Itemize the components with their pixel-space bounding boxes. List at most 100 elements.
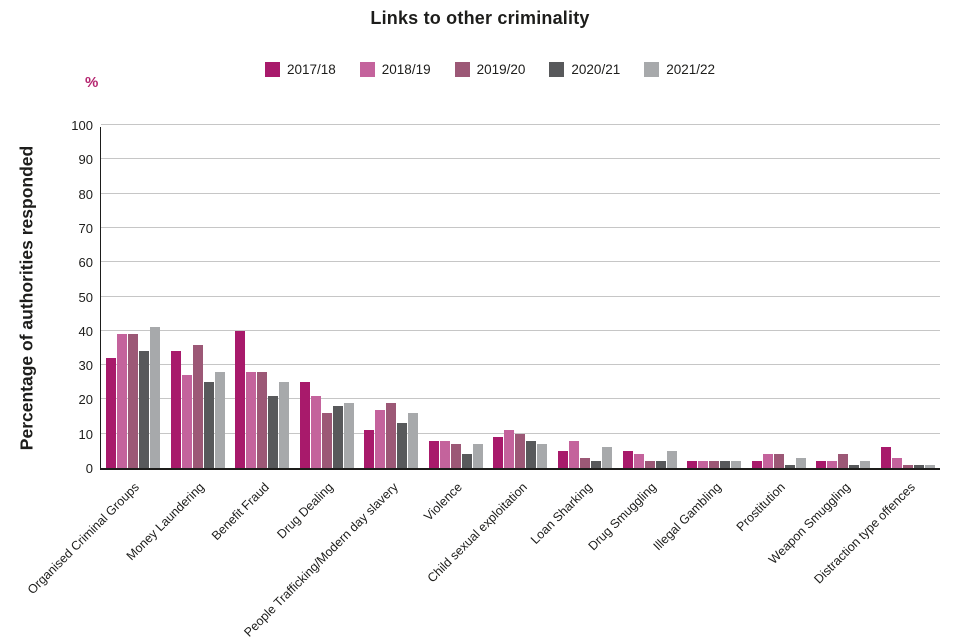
bar: [666, 450, 677, 468]
gridline: [101, 329, 940, 331]
bar: [128, 334, 139, 468]
bar: [214, 371, 225, 468]
bar: [450, 444, 461, 468]
legend-label: 2019/20: [476, 62, 526, 77]
y-tick-label: 70: [78, 220, 93, 236]
bar: [891, 457, 902, 468]
y-tick-label: 10: [78, 426, 93, 442]
legend-item-2018-19: 2018/19: [359, 62, 431, 77]
bar-group: [166, 127, 231, 468]
gridline: [101, 295, 940, 297]
bar: [397, 423, 408, 468]
y-tick-label: 90: [78, 152, 93, 168]
bar-group: [553, 127, 618, 468]
bar: [816, 461, 827, 468]
legend: 2017/18 2018/19 2019/20 2020/21 2021/22: [60, 62, 920, 77]
legend-item-2019-20: 2019/20: [454, 62, 526, 77]
bar: [924, 464, 935, 468]
bar: [150, 327, 161, 468]
bar: [321, 413, 332, 468]
x-tick-label: Drug Smuggling: [585, 480, 660, 554]
bar-group: [682, 127, 747, 468]
bar-group: [746, 127, 811, 468]
bar: [731, 461, 742, 468]
bar: [268, 395, 279, 468]
y-tick-label: 100: [71, 118, 93, 133]
bar: [720, 461, 731, 468]
x-tick-label: Illegal Gambling: [650, 480, 724, 554]
bar: [860, 461, 871, 468]
legend-swatch: [454, 62, 470, 77]
bar: [773, 454, 784, 468]
bar: [526, 440, 537, 468]
x-tick-label: People Trafficking/Modern day slavery: [241, 480, 401, 640]
bar: [246, 371, 257, 468]
bar: [698, 461, 709, 468]
bar: [439, 440, 450, 468]
x-tick-label: Drug Dealing: [274, 480, 337, 542]
chart-title: Links to other criminality: [370, 8, 590, 28]
y-tick-label: 50: [78, 289, 93, 305]
legend-item-2021-22: 2021/22: [644, 62, 715, 77]
x-tick-label: Weapon Smuggling: [766, 480, 853, 567]
gridline: [101, 192, 940, 194]
bar-group: [617, 127, 682, 468]
bar: [557, 450, 568, 468]
bar-group: [359, 127, 424, 468]
bar: [386, 402, 397, 468]
legend-label: 2020/21: [571, 62, 621, 77]
bar: [601, 447, 612, 468]
bar: [203, 382, 214, 468]
bar: [192, 344, 203, 468]
legend-swatch: [264, 62, 280, 77]
bar: [106, 358, 117, 468]
bar-group: [295, 127, 360, 468]
bar-groups: [101, 127, 940, 468]
gridline: [101, 158, 940, 160]
y-tick-label: 0: [85, 461, 93, 476]
gridline: [101, 432, 940, 434]
gridline: [101, 124, 940, 125]
gridline: [101, 226, 940, 228]
x-tick-label: Money Laundering: [123, 480, 207, 564]
bar: [568, 440, 579, 468]
bar: [181, 375, 192, 468]
bar-group: [811, 127, 876, 468]
x-tick-label: Prostitution: [734, 480, 789, 535]
bar-group: [488, 127, 553, 468]
gridline: [101, 261, 940, 263]
bar: [838, 454, 849, 468]
legend-label: 2017/18: [286, 62, 336, 77]
x-tick-label: Benefit Fraud: [208, 480, 272, 543]
bar: [880, 447, 891, 468]
bar: [257, 371, 268, 468]
legend-swatch: [359, 62, 375, 77]
bar-group: [230, 127, 295, 468]
bar: [117, 334, 128, 468]
legend-label: 2021/22: [666, 62, 716, 77]
bar: [827, 461, 838, 468]
y-tick-label: 60: [78, 255, 93, 271]
bar: [299, 382, 310, 468]
x-tick-label: Loan Sharking: [527, 480, 595, 547]
bar: [849, 464, 860, 468]
bar: [751, 461, 762, 468]
bar: [795, 457, 806, 468]
bar: [364, 430, 375, 468]
bar-group: [875, 127, 940, 468]
bar: [279, 382, 290, 468]
y-tick-label: 80: [78, 186, 93, 202]
percent-label: %: [85, 74, 99, 91]
bar: [590, 461, 601, 468]
bar-group: [424, 127, 489, 468]
bar: [644, 461, 655, 468]
bar: [139, 351, 150, 468]
legend-swatch: [549, 62, 565, 77]
bar-group: [101, 127, 166, 468]
bar: [461, 454, 472, 468]
y-tick-label: 40: [78, 323, 93, 339]
x-tick-label: Child sexual exploitation: [424, 480, 530, 586]
bar: [493, 437, 504, 468]
bar: [622, 450, 633, 468]
legend-swatch: [644, 62, 660, 77]
